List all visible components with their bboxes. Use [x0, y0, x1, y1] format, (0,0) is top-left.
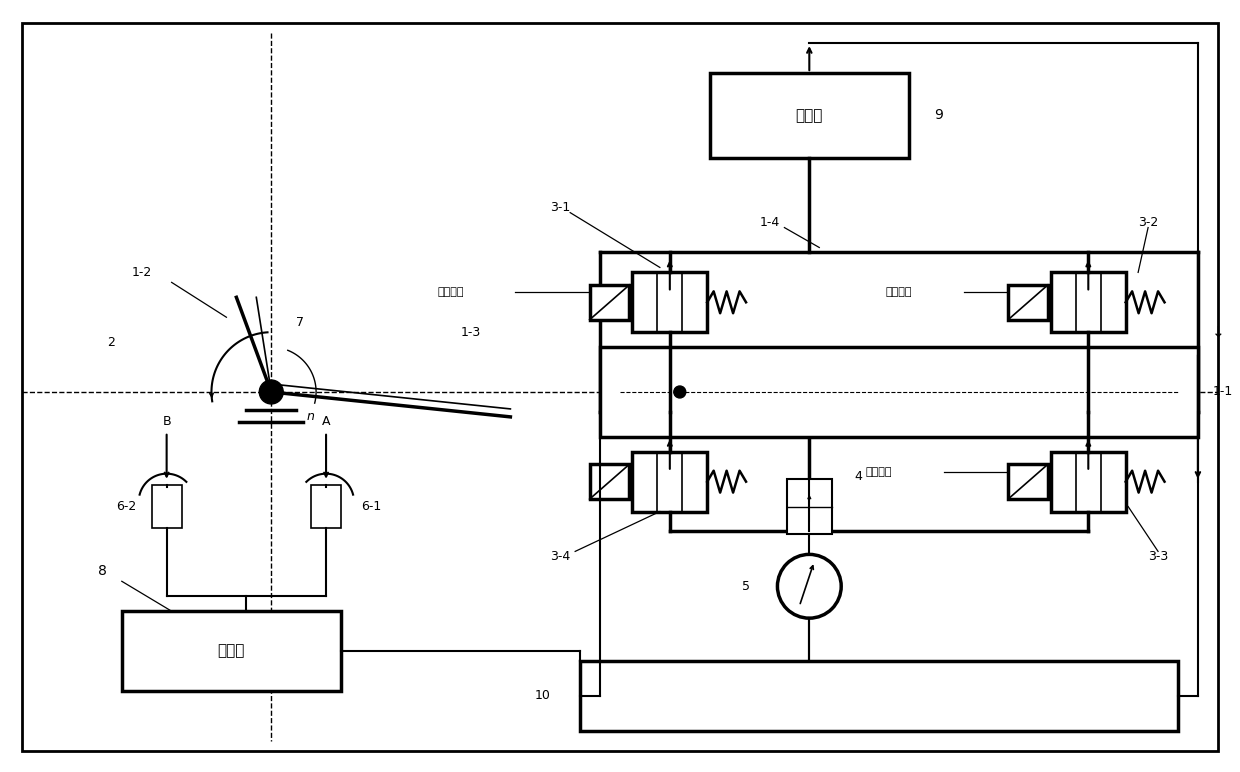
Bar	[151, 485, 181, 529]
Bar	[589, 464, 630, 499]
Circle shape	[259, 380, 283, 404]
Text: 7: 7	[296, 316, 304, 329]
Text: 控制器: 控制器	[218, 644, 246, 659]
Text: 1-4: 1-4	[759, 216, 780, 229]
Bar	[1052, 452, 1126, 512]
Bar	[632, 452, 707, 512]
Text: 4: 4	[854, 470, 862, 483]
Bar	[787, 479, 832, 534]
Text: 10: 10	[534, 689, 551, 703]
Bar	[311, 485, 341, 529]
Bar	[1052, 273, 1126, 332]
Circle shape	[673, 386, 686, 398]
Text: 3-1: 3-1	[551, 201, 570, 214]
Text: B: B	[162, 415, 171, 428]
Bar	[122, 611, 341, 691]
Text: 1-3: 1-3	[460, 326, 481, 339]
Bar	[1008, 285, 1048, 320]
Text: 3-2: 3-2	[1138, 216, 1158, 229]
Text: 接控制器: 接控制器	[866, 467, 893, 476]
Text: 3-4: 3-4	[551, 550, 570, 563]
Text: 3-3: 3-3	[1148, 550, 1168, 563]
Text: 8: 8	[98, 564, 107, 578]
Text: n: n	[306, 411, 314, 423]
Text: 6-2: 6-2	[117, 500, 136, 513]
Text: 2: 2	[107, 336, 115, 349]
Bar	[1008, 464, 1048, 499]
Text: ↓: ↓	[1211, 325, 1224, 340]
Text: 1-2: 1-2	[131, 266, 153, 279]
Circle shape	[777, 554, 841, 618]
Text: 9: 9	[935, 109, 944, 123]
Bar	[709, 73, 909, 157]
Text: 1-1: 1-1	[1213, 385, 1233, 398]
Bar	[600, 347, 1198, 437]
Text: 接控制器: 接控制器	[438, 287, 464, 297]
Text: 6-1: 6-1	[361, 500, 381, 513]
Bar	[632, 273, 707, 332]
Bar	[589, 285, 630, 320]
Text: 接控制器: 接控制器	[885, 287, 913, 297]
Bar	[580, 661, 1178, 731]
Text: 散热器: 散热器	[796, 108, 823, 123]
Text: 5: 5	[742, 580, 749, 593]
Text: A: A	[322, 415, 330, 428]
